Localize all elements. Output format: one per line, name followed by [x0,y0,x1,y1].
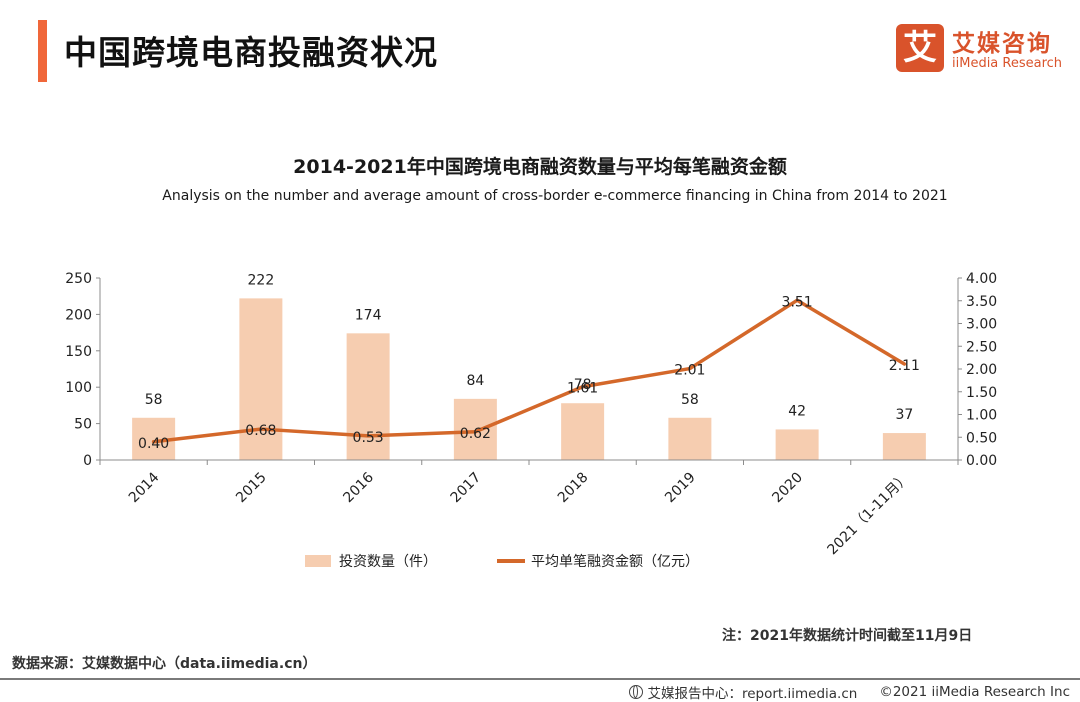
legend-line-swatch [497,559,525,563]
x-tick-label: 2014 [126,469,163,506]
legend-bar-swatch [305,555,331,567]
data-source: 数据来源：艾媒数据中心（data.iimedia.cn） [12,656,317,672]
labels-layer: 58 222 174 84 78 58 42 37 0.40 0.68 0.53 0.62 1.61 2.… [138,272,920,451]
y-right-tick-label: 4.00 [966,271,997,287]
bar-data-label: 174 [355,307,382,323]
x-tick-label: 2016 [340,469,377,506]
bar-2018 [561,403,605,460]
data-note: 注：2021年数据统计时间截至11月9日 [722,628,973,644]
chart-legend: 投资数量（件） 平均单笔融资金额（亿元） [0,551,1080,571]
x-tick-label: 2015 [233,470,270,507]
bar-2019 [668,417,712,460]
brand-logo: 艾 艾媒咨询 iiMedia Research [896,24,1076,76]
title-accent-bar [38,20,47,82]
line-data-label: 0.53 [353,430,384,446]
y-right-tick-label: 3.50 [966,294,997,310]
y-right-tick-label: 3.00 [966,317,997,333]
bar-2020 [775,429,819,460]
y-left-tick-label: 0 [83,453,92,469]
y-left-tick-label: 200 [65,307,92,323]
chart-title: 2014-2021年中国跨境电商融资数量与平均每笔融资金额 [293,156,787,178]
line-data-label: 2.11 [889,358,920,374]
x-tick-label: 2017 [448,470,485,507]
y-right-tick-label: 1.00 [966,408,997,424]
x-tick-label: 2019 [662,470,699,507]
legend-item-investment-count[interactable]: 投资数量（件） [305,551,437,571]
bar-data-label: 58 [681,392,699,408]
avg-amount-line [151,298,907,444]
y-right-tick-label: 0.00 [966,453,997,469]
axes-layer: 0 50 100 150 200 250 0.00 0.50 1.00 1.50 2.00 2.50 3… [65,271,997,558]
bar-data-label: 42 [788,403,806,419]
chart-subtitle: Analysis on the number and average amoun… [162,188,948,204]
page-title: 中国跨境电商投融资状况 [64,33,438,72]
y-right-tick-label: 2.00 [966,362,997,378]
y-left-tick-label: 50 [74,417,92,433]
copyright-text: ©2021 iiMedia Research Inc [879,684,1070,700]
bar-data-label: 84 [466,373,484,389]
x-tick-label: 2020 [769,470,806,507]
bar-2016 [346,333,390,460]
bar-data-label: 37 [895,407,913,423]
bars-layer [132,298,926,460]
bar-2015 [239,298,283,460]
y-left-tick-label: 150 [65,344,92,360]
legend-item-average-amount[interactable]: 平均单笔融资金额（亿元） [497,551,699,571]
report-center-link[interactable]: 艾媒报告中心：report.iimedia.cn [647,686,858,702]
bar-data-label: 222 [248,272,275,288]
y-right-tick-label: 0.50 [966,430,997,446]
y-right-tick-label: 1.50 [966,385,997,401]
bar-data-label: 58 [145,392,163,408]
bar-2017 [453,398,497,460]
x-tick-label: 2018 [555,470,592,507]
footer: 艾媒报告中心：report.iimedia.cn ©2021 iiMedia R… [629,682,1070,702]
legend-label: 投资数量（件） [339,554,437,570]
bar-data-label: 78 [574,377,592,393]
globe-icon [629,685,644,699]
x-tick-label: 2021（1-11月） [825,470,914,559]
y-left-tick-label: 250 [65,271,92,287]
line-layer [151,298,907,444]
y-left-tick-label: 100 [65,380,92,396]
logo-cn-text: 艾媒咨询 [952,31,1052,57]
y-right-tick-label: 2.50 [966,339,997,355]
line-data-label: 2.01 [674,363,705,379]
legend-label: 平均单笔融资金额（亿元） [531,554,699,570]
bar-2021（1-11月） [882,433,926,460]
line-data-label: 1.61 [567,381,598,397]
line-data-label: 0.68 [245,423,276,439]
line-data-label: 0.62 [460,426,491,442]
footer-divider [0,678,1080,680]
line-data-label: 3.51 [782,294,813,310]
logo-en-text: iiMedia Research [952,56,1063,71]
logo-mark-icon: 艾 [896,24,944,72]
line-data-label: 0.40 [138,436,169,452]
